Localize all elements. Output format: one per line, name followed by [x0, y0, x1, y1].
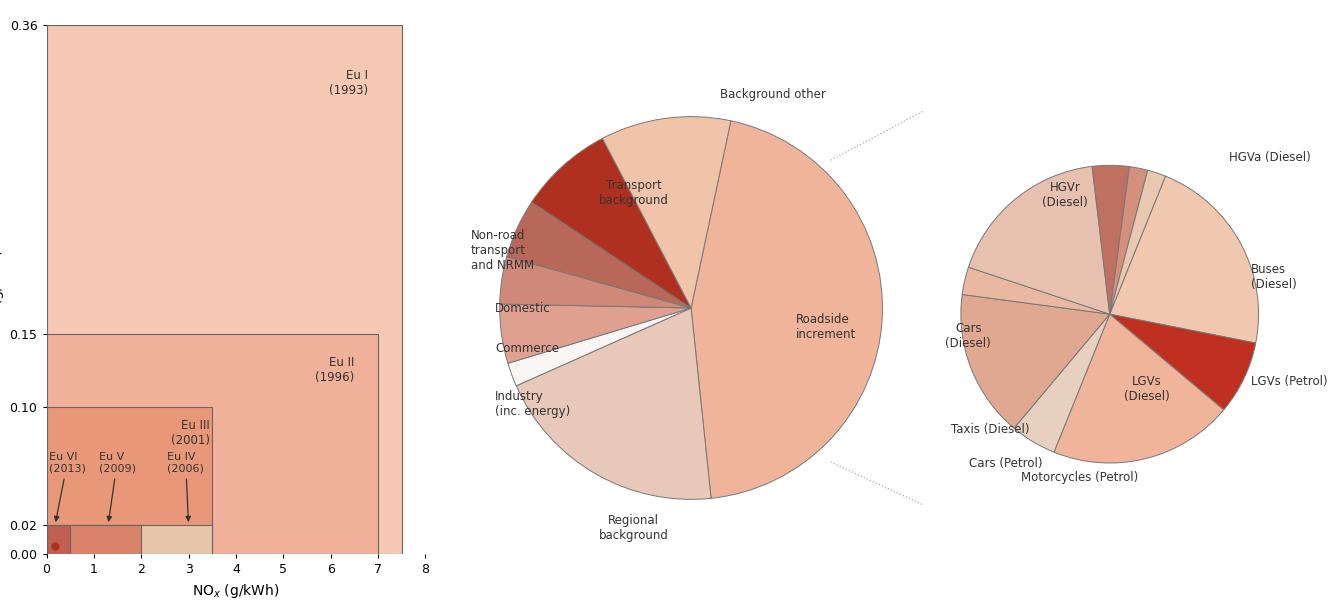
Text: Domestic: Domestic — [494, 301, 550, 315]
Wedge shape — [516, 308, 711, 500]
Y-axis label: PM (g/kWh): PM (g/kWh) — [0, 249, 4, 330]
Wedge shape — [1110, 176, 1259, 343]
Bar — [47, 525, 141, 554]
Text: HGVr
(Diesel): HGVr (Diesel) — [1042, 181, 1088, 209]
Text: HGVa (Diesel): HGVa (Diesel) — [1229, 152, 1310, 164]
Wedge shape — [1092, 165, 1130, 314]
Wedge shape — [1110, 314, 1256, 410]
Text: Eu V
(2009): Eu V (2009) — [98, 452, 136, 521]
Text: LGVs
(Diesel): LGVs (Diesel) — [1124, 375, 1170, 403]
Text: Motorcycles (Petrol): Motorcycles (Petrol) — [1021, 471, 1139, 484]
Text: Eu VI
(2013): Eu VI (2013) — [49, 452, 86, 521]
X-axis label: NO$_x$ (g/kWh): NO$_x$ (g/kWh) — [193, 582, 279, 600]
Text: Cars (Petrol): Cars (Petrol) — [969, 456, 1042, 469]
Text: Taxis (Diesel): Taxis (Diesel) — [952, 423, 1030, 436]
Bar — [47, 334, 377, 554]
Wedge shape — [506, 202, 691, 308]
Text: Eu II
(1996): Eu II (1996) — [315, 356, 355, 384]
Bar — [47, 525, 213, 554]
Wedge shape — [1054, 314, 1224, 463]
Wedge shape — [500, 304, 691, 363]
Text: Background other: Background other — [720, 88, 825, 101]
Wedge shape — [602, 116, 731, 308]
Text: Eu I
(1993): Eu I (1993) — [330, 69, 368, 97]
Text: Eu III
(2001): Eu III (2001) — [171, 419, 210, 447]
Text: Roadside
increment: Roadside increment — [796, 313, 857, 341]
Wedge shape — [969, 166, 1110, 314]
Wedge shape — [1014, 314, 1110, 452]
Text: Industry
(inc. energy): Industry (inc. energy) — [494, 390, 570, 418]
Point — [44, 541, 65, 551]
Wedge shape — [500, 256, 691, 308]
Text: Buses
(Diesel): Buses (Diesel) — [1251, 263, 1297, 291]
Text: LGVs (Petrol): LGVs (Petrol) — [1251, 375, 1328, 387]
Wedge shape — [1110, 166, 1148, 314]
Wedge shape — [962, 267, 1110, 314]
Text: Cars
(Diesel): Cars (Diesel) — [945, 323, 991, 351]
Text: Eu IV
(2006): Eu IV (2006) — [167, 452, 205, 521]
Bar — [47, 525, 70, 554]
Text: Commerce: Commerce — [494, 342, 560, 355]
Text: Transport
background: Transport background — [599, 179, 668, 207]
Wedge shape — [961, 294, 1110, 428]
Wedge shape — [508, 308, 691, 386]
Wedge shape — [691, 121, 882, 498]
Wedge shape — [532, 139, 691, 308]
Bar — [47, 407, 213, 554]
Text: Regional
background: Regional background — [599, 514, 668, 542]
Text: Non-road
transport
and NRMM: Non-road transport and NRMM — [470, 229, 534, 272]
Wedge shape — [1110, 170, 1166, 314]
